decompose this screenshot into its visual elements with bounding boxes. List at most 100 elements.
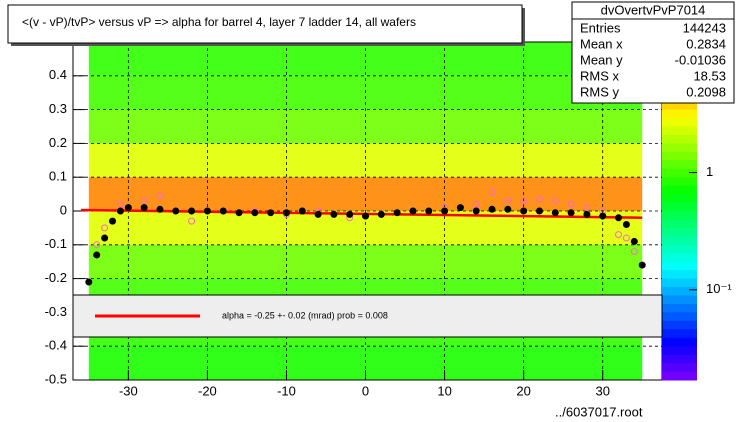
mean-point xyxy=(156,192,164,200)
x-tick-label: -10 xyxy=(277,383,296,398)
palette-step xyxy=(662,185,697,195)
profile-point xyxy=(441,207,449,215)
stats-label: Mean y xyxy=(580,52,623,67)
profile-point xyxy=(219,207,227,215)
profile-point xyxy=(535,207,543,215)
stats-label: Entries xyxy=(580,20,621,35)
y-tick-label: 0.4 xyxy=(49,67,67,82)
palette-step xyxy=(662,118,697,127)
palette-step xyxy=(662,346,697,356)
palette-step xyxy=(662,371,697,381)
y-tick-label: 0.1 xyxy=(49,169,67,184)
profile-point xyxy=(140,204,148,212)
profile-point xyxy=(456,204,464,212)
palette-step xyxy=(662,253,697,263)
chart-title: <(v - vP)/tvP> versus vP => alpha for ba… xyxy=(22,15,416,29)
palette-step xyxy=(662,151,697,161)
x-tick-label: -20 xyxy=(198,383,217,398)
palette-step xyxy=(662,109,697,119)
palette-step xyxy=(662,337,697,347)
profile-point xyxy=(172,207,180,215)
mean-point xyxy=(583,204,591,212)
profile-point xyxy=(638,261,646,269)
profile-point xyxy=(520,207,528,215)
palette-step xyxy=(662,101,697,111)
profile-point xyxy=(298,207,306,215)
stats-value: 144243 xyxy=(683,20,726,35)
profile-point xyxy=(622,221,630,229)
mean-point xyxy=(188,217,196,225)
palette-step xyxy=(662,261,697,271)
palette-step xyxy=(662,320,697,330)
profile-point xyxy=(583,210,591,218)
profile-point xyxy=(85,278,93,286)
profile-point xyxy=(377,210,385,218)
profile-point xyxy=(116,207,124,215)
palette-step xyxy=(662,363,697,373)
palette-step xyxy=(662,329,697,339)
mean-point xyxy=(520,197,528,205)
y-tick-label: 0 xyxy=(60,202,67,217)
y-tick-label: 0.3 xyxy=(49,101,67,116)
stats-value: 0.2834 xyxy=(686,36,726,51)
mean-point xyxy=(488,188,496,196)
palette-step xyxy=(662,219,697,229)
palette-step xyxy=(662,168,697,178)
title-box xyxy=(7,4,523,44)
profile-point xyxy=(251,209,259,217)
x-tick-label: 30 xyxy=(595,383,609,398)
legend-text: alpha = -0.25 +- 0.02 (mrad) prob = 0.00… xyxy=(222,310,388,320)
palette-step xyxy=(662,312,697,322)
profile-point xyxy=(425,207,433,215)
mean-point xyxy=(567,200,575,208)
profile-point xyxy=(615,214,623,222)
mean-point xyxy=(93,241,101,249)
x-tick-label: 0 xyxy=(362,383,369,398)
profile-point xyxy=(330,210,338,218)
palette-step xyxy=(662,134,697,144)
y-tick-label: -0.3 xyxy=(45,304,67,319)
stats-label: RMS y xyxy=(580,84,620,99)
mean-point xyxy=(551,197,559,205)
stats-value: 18.53 xyxy=(693,68,726,83)
profile-point xyxy=(630,237,638,245)
mean-point xyxy=(101,224,109,232)
mean-point xyxy=(622,234,630,242)
x-tick-label: 20 xyxy=(516,383,530,398)
footer: ../6037017.root xyxy=(555,404,643,419)
palette-step xyxy=(662,278,697,288)
heat-cell xyxy=(88,244,643,279)
profile-point xyxy=(346,210,354,218)
profile-point xyxy=(551,209,559,217)
mean-point xyxy=(140,197,148,205)
palette-step xyxy=(662,287,697,296)
heat-cell xyxy=(88,143,643,178)
profile-point xyxy=(409,207,417,215)
profile-point xyxy=(393,209,401,217)
profile-point xyxy=(93,251,101,259)
profile-point xyxy=(124,204,132,212)
palette-step xyxy=(662,211,697,220)
palette-step xyxy=(662,227,697,237)
mean-point xyxy=(615,231,623,239)
profile-point xyxy=(235,209,243,217)
heat-cell xyxy=(88,42,643,76)
palette-step xyxy=(662,160,697,170)
palette-step xyxy=(662,143,697,153)
mean-point xyxy=(116,200,124,208)
profile-point xyxy=(599,212,607,220)
palette-step xyxy=(662,244,697,254)
palette-step xyxy=(662,194,697,204)
y-tick-label: -0.2 xyxy=(45,270,67,285)
y-tick-label: -0.1 xyxy=(45,236,67,251)
profile-point xyxy=(314,210,322,218)
plot-area: -30 -20 -10 0 10 20 30 -0.5 -0.4 -0.3 -0.2 -0.1 0 0.1… xyxy=(45,41,732,398)
palette-step xyxy=(662,236,697,246)
mean-point xyxy=(535,195,543,203)
profile-point xyxy=(504,205,512,213)
profile-point xyxy=(203,207,211,215)
stats-value: -0.01036 xyxy=(675,52,726,67)
y-tick-label: -0.4 xyxy=(45,338,67,353)
y-tick-label: 0.2 xyxy=(49,135,67,150)
